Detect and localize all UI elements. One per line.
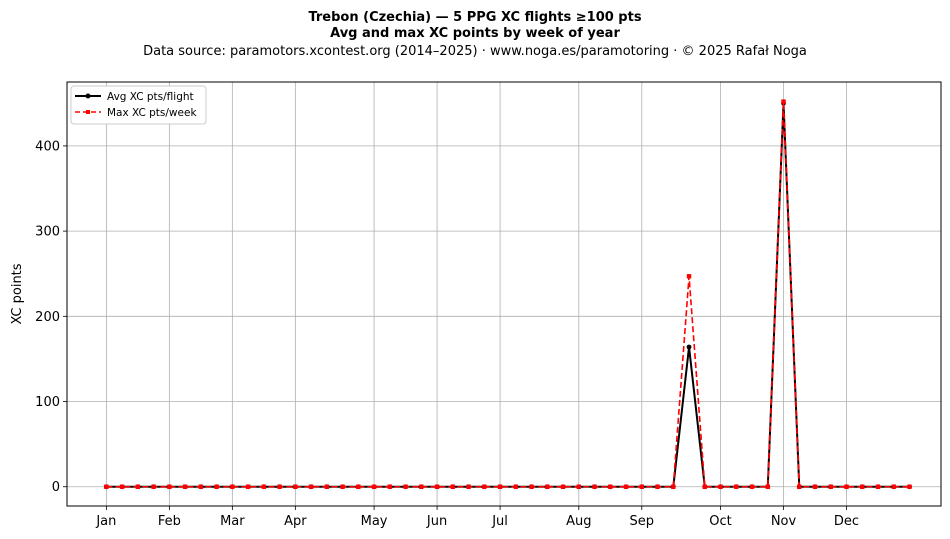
legend-max-marker	[86, 110, 90, 114]
plot-frame	[66, 81, 942, 507]
max-point	[891, 484, 896, 489]
axis-layer: Jan Feb Mar Apr May Jun Jul Aug Sep Oct Nov Dec 0 100…	[35, 139, 859, 529]
x-tick-label: Nov	[771, 514, 797, 529]
max-point	[545, 484, 550, 489]
y-tick-label: 200	[35, 310, 60, 325]
max-point	[718, 484, 723, 489]
max-point	[261, 484, 267, 489]
legend: Avg XC pts/flight Max XC pts/week	[70, 85, 207, 125]
avg-series-line	[106, 102, 910, 488]
max-point	[293, 484, 298, 489]
max-point	[765, 484, 770, 489]
grid	[67, 82, 941, 506]
max-point	[198, 484, 204, 489]
x-tick-label: Mar	[220, 514, 245, 529]
max-point	[182, 484, 188, 489]
x-tick-label: Dec	[834, 514, 859, 529]
max-point	[797, 484, 802, 489]
max-point	[608, 484, 613, 489]
max-point	[623, 484, 629, 489]
series-layer	[103, 99, 912, 490]
max-point	[135, 484, 141, 489]
avg-point	[686, 344, 692, 350]
max-point	[387, 484, 393, 489]
x-tick-label: Jan	[95, 514, 116, 529]
x-tick-label: Sep	[630, 514, 655, 529]
legend-box	[70, 85, 207, 125]
max-point	[529, 484, 534, 489]
max-point	[560, 484, 566, 489]
x-tick-label: Feb	[158, 514, 181, 529]
max-point	[324, 484, 330, 489]
x-tick-label: May	[361, 514, 388, 529]
x-tick-label: Oct	[709, 514, 731, 529]
y-tick-label: 300	[35, 225, 60, 240]
max-point	[781, 99, 786, 104]
max-point	[434, 484, 440, 489]
chart-source: Data source: paramotors.xcontest.org (20…	[143, 44, 807, 59]
x-tick-label: Apr	[284, 514, 307, 529]
x-tick-label: Jun	[426, 514, 447, 529]
max-point	[844, 484, 849, 489]
max-point	[734, 484, 739, 489]
max-point	[356, 484, 361, 489]
max-point	[702, 484, 707, 489]
y-axis-label: XC points	[10, 263, 25, 324]
max-point	[419, 484, 424, 489]
max-point	[308, 484, 314, 489]
max-point	[812, 484, 818, 489]
max-point	[686, 274, 692, 279]
max-point	[403, 484, 408, 489]
chart-subtitle: Avg and max XC points by week of year	[330, 26, 620, 41]
max-point	[497, 484, 503, 489]
max-point	[277, 484, 282, 489]
legend-avg-label: Avg XC pts/flight	[107, 91, 194, 103]
max-point	[245, 484, 251, 489]
max-point	[576, 484, 582, 489]
max-point	[119, 484, 125, 489]
y-tick-label: 100	[35, 395, 60, 410]
max-point	[592, 484, 597, 489]
max-point	[230, 484, 235, 489]
max-point	[907, 484, 912, 489]
y-tick-label: 0	[52, 480, 60, 495]
max-point	[639, 484, 644, 489]
max-point	[828, 484, 833, 489]
max-point	[371, 484, 377, 489]
legend-avg-marker	[85, 93, 91, 99]
max-point	[104, 484, 109, 489]
max-point	[214, 484, 219, 489]
chart-title: Trebon (Czechia) — 5 PPG XC flights ≥100…	[308, 10, 641, 25]
max-point	[655, 484, 660, 489]
max-point	[749, 484, 755, 489]
max-point	[860, 484, 865, 489]
x-tick-label: Jul	[491, 514, 508, 529]
max-point	[482, 484, 487, 489]
x-tick-label: Aug	[566, 514, 591, 529]
y-tick-label: 400	[35, 139, 60, 154]
max-series-line	[106, 100, 910, 488]
max-point	[466, 484, 471, 489]
max-point	[450, 484, 456, 489]
max-point	[671, 484, 676, 489]
max-point	[513, 484, 519, 489]
max-point	[151, 484, 156, 489]
max-point	[875, 484, 881, 489]
max-point	[167, 484, 172, 489]
max-point	[340, 484, 345, 489]
legend-max-label: Max XC pts/week	[107, 107, 197, 119]
